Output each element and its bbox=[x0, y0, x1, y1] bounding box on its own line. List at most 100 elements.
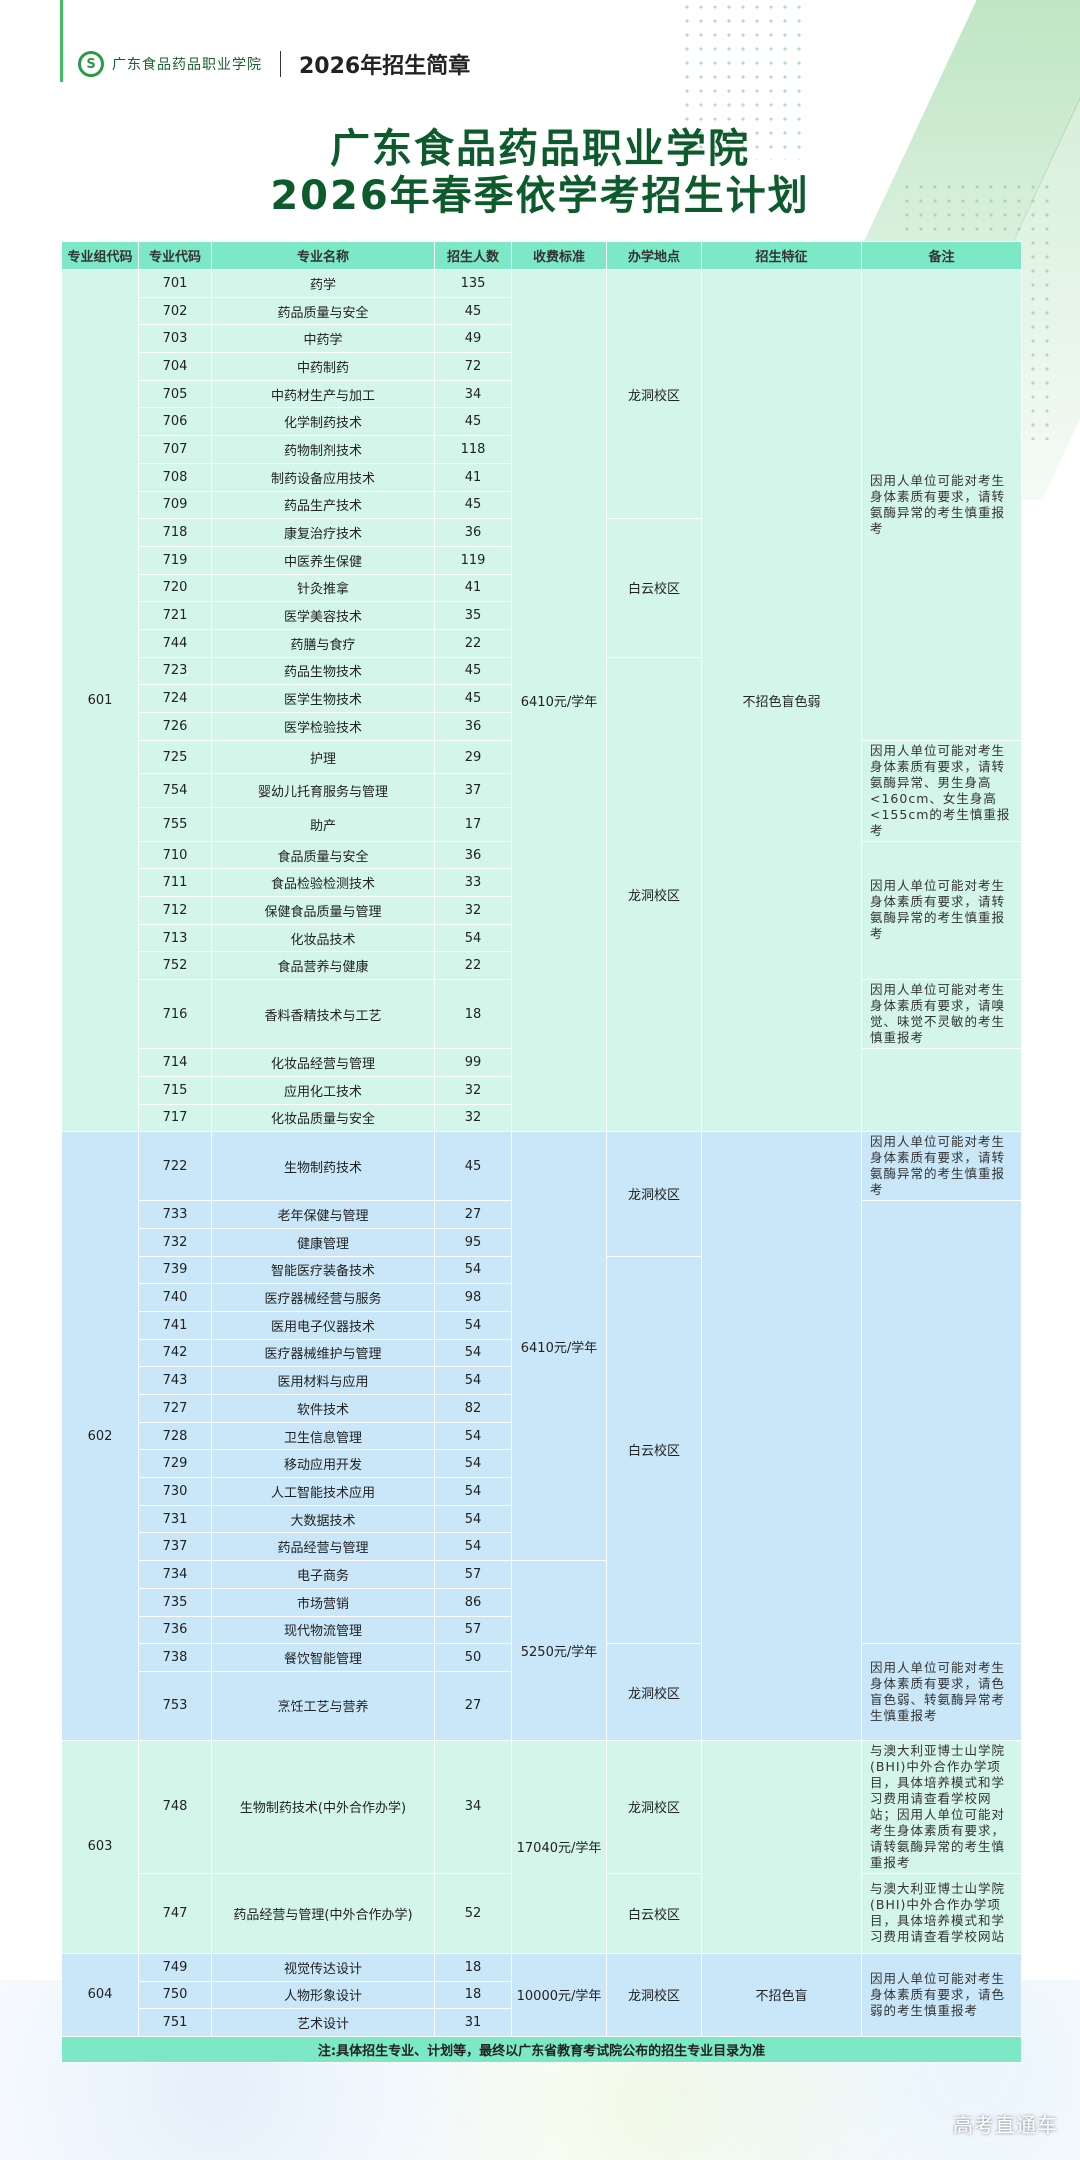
table-row: 713 化妆品技术 54 bbox=[62, 923, 1022, 953]
enrollment-count-cell: 36 bbox=[434, 712, 512, 741]
group-code-cell: 603 bbox=[61, 1739, 139, 1954]
table-row: 753 烹饪工艺与营养 27 bbox=[62, 1670, 1022, 1741]
enrollment-count-cell: 37 bbox=[434, 773, 512, 808]
table-row: 736 现代物流管理 57 bbox=[62, 1615, 1022, 1645]
major-code-cell: 705 bbox=[138, 379, 212, 409]
enrollment-count-cell: 45 bbox=[434, 296, 512, 326]
major-code-cell: 723 bbox=[138, 656, 212, 686]
footnote-row: 注:具体招生专业、计划等，最终以广东省教育考试院公布的招生专业目录为准 bbox=[61, 2035, 1022, 2063]
enrollment-count-cell: 34 bbox=[434, 379, 512, 409]
campus-cell: 白云校区 bbox=[606, 518, 702, 658]
major-code-cell: 732 bbox=[138, 1227, 212, 1257]
major-code-cell: 743 bbox=[138, 1366, 212, 1395]
table-row: 720 针灸推拿 41 bbox=[62, 573, 1022, 603]
major-name-cell: 化妆品技术 bbox=[211, 923, 435, 953]
enrollment-count-cell: 82 bbox=[434, 1394, 512, 1423]
major-code-cell: 744 bbox=[138, 628, 212, 658]
major-name-cell: 老年保健与管理 bbox=[211, 1200, 435, 1229]
remark-cell bbox=[861, 1048, 1022, 1133]
major-name-cell: 艺术设计 bbox=[211, 2008, 435, 2037]
enrollment-count-cell: 22 bbox=[434, 628, 512, 658]
major-name-cell: 制药设备应用技术 bbox=[211, 462, 435, 492]
enrollment-count-cell: 54 bbox=[434, 1366, 512, 1395]
table-row: 727 软件技术 82 bbox=[62, 1394, 1022, 1423]
major-code-cell: 708 bbox=[138, 462, 212, 492]
remark-cell: 与澳大利亚博士山学院(BHI)中外合作办学项目，具体培养模式和学习费用请查看学校… bbox=[861, 1872, 1022, 1954]
table-row: 742 医疗器械维护与管理 54 bbox=[62, 1338, 1022, 1368]
major-code-cell: 752 bbox=[138, 951, 212, 981]
major-name-cell: 药膳与食疗 bbox=[211, 628, 435, 658]
table-row: 725 护理 29 因用人单位可能对考生身体素质有要求，请转氨酶异常、男生身高<160… bbox=[62, 739, 1022, 842]
major-name-cell: 中药制药 bbox=[211, 352, 435, 381]
major-name-cell: 食品检验检测技术 bbox=[211, 868, 435, 898]
table-row: 706 化学制药技术 45 bbox=[62, 407, 1022, 437]
column-header: 专业代码 bbox=[138, 241, 212, 270]
group-code-cell: 604 bbox=[61, 1952, 139, 2037]
enrollment-count-cell: 41 bbox=[434, 573, 512, 603]
major-code-cell: 707 bbox=[138, 435, 212, 464]
table-row: 719 中医养生保健 119 bbox=[62, 545, 1022, 575]
campus-cell: 龙洞校区 bbox=[606, 1131, 702, 1257]
tuition-fee-cell: 6410元/学年 bbox=[511, 1131, 607, 1562]
group-code-cell: 601 bbox=[61, 268, 139, 1133]
major-code-cell: 721 bbox=[138, 601, 212, 630]
major-code-cell: 718 bbox=[138, 518, 212, 547]
major-name-cell: 烹饪工艺与营养 bbox=[211, 1670, 435, 1741]
major-code-cell: 727 bbox=[138, 1394, 212, 1423]
major-name-cell: 化妆品经营与管理 bbox=[211, 1048, 435, 1077]
table-header-row: 专业组代码 专业代码 专业名称 招生人数 收费标准 办学地点 招生特征 备注 bbox=[61, 241, 1022, 270]
table-row: 723 药品生物技术 45 龙洞校区 bbox=[62, 656, 1022, 1133]
major-name-cell: 移动应用开发 bbox=[211, 1449, 435, 1479]
table-row: 712 保健食品质量与管理 32 bbox=[62, 896, 1022, 925]
major-code-cell: 741 bbox=[138, 1310, 212, 1340]
column-header: 招生人数 bbox=[434, 241, 512, 270]
enrollment-count-cell: 31 bbox=[434, 2008, 512, 2037]
major-code-cell: 738 bbox=[138, 1643, 212, 1672]
page-title-line2: 2026年春季依学考招生计划 bbox=[270, 173, 810, 219]
table-row: 717 化妆品质量与安全 32 bbox=[62, 1103, 1022, 1133]
table-row: 602 722 生物制药技术 45 6410元/学年 龙洞校区 因用人单位可能对考生身体素质… bbox=[61, 1131, 1022, 1741]
major-code-cell: 740 bbox=[138, 1283, 212, 1312]
table-row: 710 食品质量与安全 36 因用人单位可能对考生身体素质有要求，请转氨酶异常的考生慎… bbox=[62, 840, 1022, 981]
table-row: 704 中药制药 72 bbox=[62, 352, 1022, 381]
table-row: 728 卫生信息管理 54 bbox=[62, 1421, 1022, 1451]
enrollment-count-cell: 36 bbox=[434, 840, 512, 870]
table-row: 715 应用化工技术 32 bbox=[62, 1075, 1022, 1105]
remark-cell bbox=[861, 1200, 1022, 1645]
major-code-cell: 753 bbox=[138, 1670, 212, 1741]
major-name-cell: 中药学 bbox=[211, 324, 435, 354]
major-name-cell: 药品经营与管理 bbox=[211, 1532, 435, 1562]
major-code-cell: 751 bbox=[138, 2008, 212, 2037]
major-name-cell: 电子商务 bbox=[211, 1560, 435, 1589]
table-row: 601 701 药学 135 6410元/学年 龙洞校区 不招色盲色弱 因用人单位可能对考生身… bbox=[61, 268, 1022, 1133]
table-row: 718 康复治疗技术 36 白云校区 bbox=[62, 518, 1022, 658]
major-code-cell: 722 bbox=[138, 1131, 212, 1202]
major-name-cell: 药品经营与管理(中外合作办学) bbox=[211, 1872, 435, 1954]
table-row: 702 药品质量与安全 45 bbox=[62, 296, 1022, 326]
major-code-cell: 728 bbox=[138, 1421, 212, 1451]
school-logo: S 广东食品药品职业学院 2026年招生简章 bbox=[78, 48, 470, 80]
enrollment-count-cell: 32 bbox=[434, 1075, 512, 1105]
enrollment-count-cell: 118 bbox=[434, 435, 512, 464]
enrollment-count-cell: 18 bbox=[434, 979, 512, 1050]
major-code-cell: 735 bbox=[138, 1587, 212, 1617]
enrollment-count-cell: 72 bbox=[434, 352, 512, 381]
major-name-cell: 智能医疗装备技术 bbox=[211, 1255, 435, 1285]
table-row: 751 艺术设计 31 bbox=[62, 2008, 1022, 2037]
major-name-cell: 应用化工技术 bbox=[211, 1075, 435, 1105]
major-name-cell: 大数据技术 bbox=[211, 1504, 435, 1534]
enrollment-count-cell: 54 bbox=[434, 1504, 512, 1534]
major-code-cell: 710 bbox=[138, 840, 212, 870]
enrollment-count-cell: 54 bbox=[434, 1310, 512, 1340]
campus-cell: 龙洞校区 bbox=[606, 1952, 702, 2037]
column-header: 备注 bbox=[861, 241, 1022, 270]
campus-cell: 龙洞校区 bbox=[606, 268, 702, 520]
major-code-cell: 747 bbox=[138, 1872, 212, 1954]
table-row: 747 药品经营与管理(中外合作办学) 52 白云校区 与澳大利亚博士山学院(BHI)中… bbox=[62, 1872, 1022, 1954]
school-emblem-icon: S bbox=[78, 51, 104, 77]
enrollment-count-cell: 36 bbox=[434, 518, 512, 547]
major-name-cell: 药品生产技术 bbox=[211, 490, 435, 520]
enrollment-count-cell: 54 bbox=[434, 1338, 512, 1368]
major-code-cell: 716 bbox=[138, 979, 212, 1050]
column-header: 办学地点 bbox=[606, 241, 702, 270]
